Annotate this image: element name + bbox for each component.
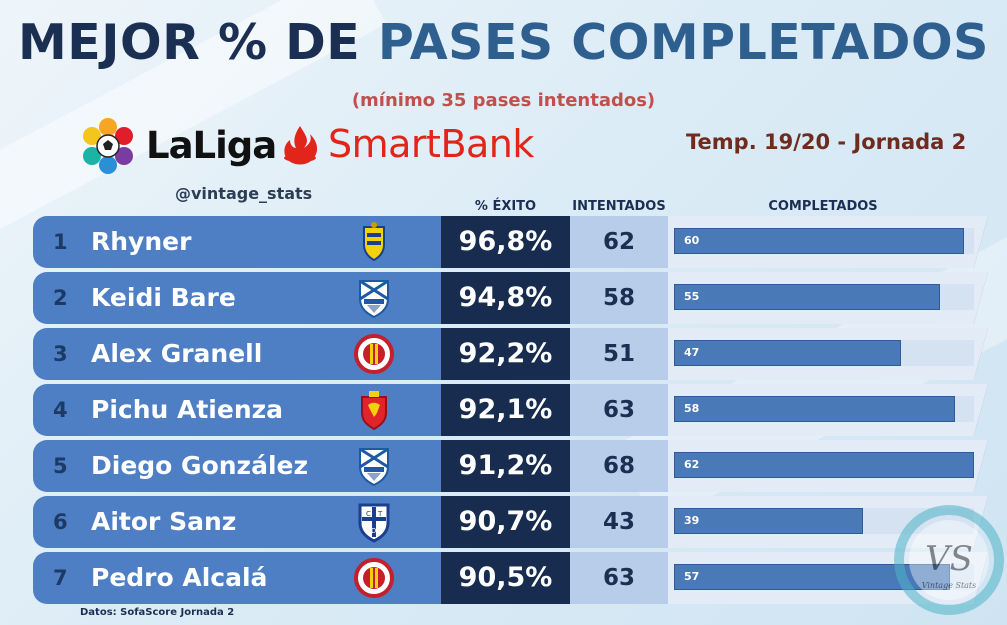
- rank-number: 1: [53, 230, 68, 254]
- pct-success-value: 91,2%: [441, 440, 570, 492]
- completed-bar: [674, 284, 940, 310]
- completed-cell: 62: [668, 440, 988, 492]
- player-name: Aitor Sanz: [91, 507, 237, 536]
- title-part-dark: MEJOR % DE: [18, 14, 378, 71]
- attempted-value: 68: [570, 440, 668, 492]
- svg-text:C: C: [366, 510, 371, 518]
- league-logo: LaLiga SmartBank: [78, 116, 548, 178]
- table-row: 7 Pedro Alcalá 90,5% 63 57: [33, 552, 988, 604]
- pct-success-value: 90,7%: [441, 496, 570, 548]
- pct-success-value: 92,1%: [441, 384, 570, 436]
- season-label: Temp. 19/20 - Jornada 2: [686, 130, 967, 154]
- pct-success-value: 96,8%: [441, 216, 570, 268]
- watermark-text: Vintage Stats: [922, 581, 977, 590]
- completed-bar-label: 57: [684, 570, 700, 583]
- chart-title: MEJOR % DE PASES COMPLETADOS: [0, 14, 1007, 71]
- completed-bar: [674, 396, 955, 422]
- completed-cell: 58: [668, 384, 988, 436]
- table-row: 1 Rhyner 96,8% 62 60: [33, 216, 988, 268]
- pct-success-value: 90,5%: [441, 552, 570, 604]
- title-part-accent: PASES COMPLETADOS: [377, 14, 989, 71]
- svg-text:VS: VS: [925, 539, 973, 579]
- attempted-value: 63: [570, 552, 668, 604]
- completed-bar-label: 62: [684, 458, 700, 471]
- rank-number: 2: [53, 286, 68, 310]
- table-row: 6 Aitor Sanz C T D 90,7% 43 39: [33, 496, 988, 548]
- club-crest-icon: [351, 275, 397, 321]
- player-name: Alex Granell: [91, 339, 263, 368]
- completed-cell: 47: [668, 328, 988, 380]
- completed-bar: [674, 452, 974, 478]
- completed-bar: [674, 508, 863, 534]
- attempted-value: 58: [570, 272, 668, 324]
- club-crest-icon: [351, 555, 397, 601]
- attempted-value: 43: [570, 496, 668, 548]
- rank-number: 5: [53, 454, 68, 478]
- club-crest-icon: [351, 387, 397, 433]
- source-note: Datos: SofaScore Jornada 2: [80, 607, 235, 618]
- completed-bar-label: 47: [684, 346, 700, 359]
- completed-bar-label: 58: [684, 402, 700, 415]
- rank-number: 4: [53, 398, 68, 422]
- completed-bar-label: 39: [684, 514, 700, 527]
- svg-text:T: T: [377, 510, 383, 518]
- chart-subtitle: (mínimo 35 pases intentados): [351, 90, 656, 111]
- player-name: Diego González: [91, 451, 309, 480]
- player-name: Pedro Alcalá: [91, 563, 268, 592]
- club-crest-icon: [351, 443, 397, 489]
- smartbank-wordmark: SmartBank: [328, 122, 534, 166]
- vintage-stats-watermark: VS Vintage Stats: [894, 505, 1004, 615]
- laliga-wordmark: LaLiga: [146, 124, 277, 167]
- player-name: Pichu Atienza: [91, 395, 284, 424]
- santander-flame-icon: [284, 126, 318, 165]
- author-handle: @vintage_stats: [175, 184, 313, 203]
- table-row: 2 Keidi Bare 94,8% 58 55: [33, 272, 988, 324]
- completed-bar: [674, 340, 901, 366]
- laliga-ball-icon: [83, 118, 133, 174]
- completed-bar: [674, 228, 964, 254]
- pct-success-value: 94,8%: [441, 272, 570, 324]
- completed-bar-label: 55: [684, 290, 700, 303]
- rank-number: 7: [53, 566, 68, 590]
- attempted-value: 51: [570, 328, 668, 380]
- completed-cell: 60: [668, 216, 988, 268]
- completed-cell: 55: [668, 272, 988, 324]
- club-crest-icon: [351, 219, 397, 265]
- column-header-completed: COMPLETADOS: [768, 199, 878, 214]
- attempted-value: 63: [570, 384, 668, 436]
- rank-number: 6: [53, 510, 68, 534]
- column-header-attempted: INTENTADOS: [572, 199, 666, 214]
- attempted-value: 62: [570, 216, 668, 268]
- column-header-pct: % ÉXITO: [474, 199, 537, 214]
- svg-text:D: D: [371, 527, 376, 535]
- rank-number: 3: [53, 342, 68, 366]
- table-row: 3 Alex Granell 92,2% 51 47: [33, 328, 988, 380]
- player-name: Keidi Bare: [91, 283, 236, 312]
- player-name: Rhyner: [91, 227, 192, 256]
- completed-bar-label: 60: [684, 234, 700, 247]
- table-row: 5 Diego González 91,2% 68 62: [33, 440, 988, 492]
- pct-success-value: 92,2%: [441, 328, 570, 380]
- club-crest-icon: [351, 331, 397, 377]
- table-row: 4 Pichu Atienza 92,1% 63 58: [33, 384, 988, 436]
